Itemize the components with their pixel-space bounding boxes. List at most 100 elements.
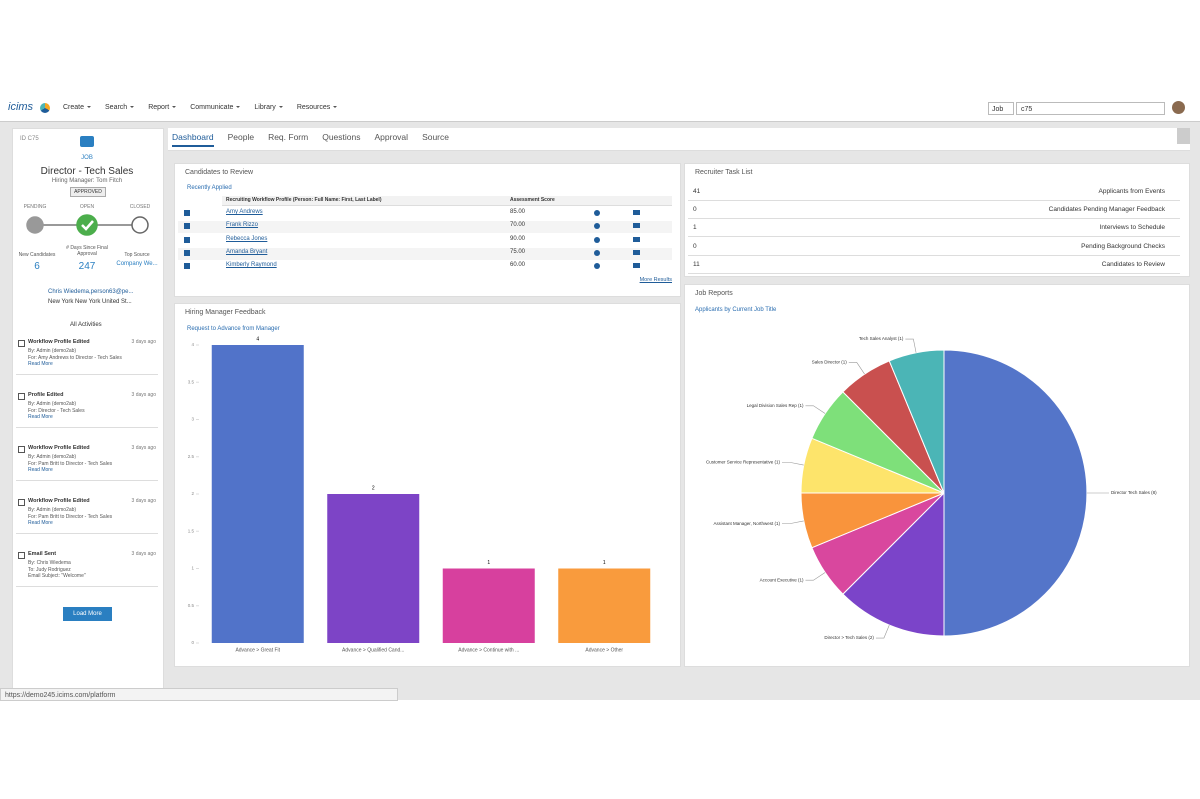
task-count: 0 xyxy=(693,206,697,214)
panel-title: Candidates to Review xyxy=(185,169,254,176)
score: 60.00 xyxy=(510,262,526,269)
activity-title: Email Sent xyxy=(28,551,57,557)
job-kind: JOB xyxy=(81,155,93,161)
menu: Create Search Report Communicate Library Reso… xyxy=(63,104,337,111)
candidate-name[interactable]: Amy Andrews xyxy=(226,209,263,215)
menu-item[interactable]: Library xyxy=(254,104,282,111)
task-count: 41 xyxy=(693,188,701,195)
collapse-button[interactable] xyxy=(1177,128,1190,144)
more-results[interactable]: More Results xyxy=(639,277,672,283)
menu-item[interactable]: Create xyxy=(63,104,91,111)
row-bg xyxy=(178,261,672,274)
activity-line[interactable]: Read More xyxy=(28,467,53,473)
stat-value[interactable]: Company We... xyxy=(116,261,158,267)
activity-icon xyxy=(18,552,25,559)
chart-subtitle: Applicants by Current Job Title xyxy=(695,307,777,313)
help-icon[interactable] xyxy=(594,210,600,216)
avatar[interactable] xyxy=(1172,101,1185,114)
help-icon[interactable] xyxy=(594,223,600,230)
activity-line: For: Director - Tech Sales xyxy=(28,407,85,414)
job-id: ID C75 xyxy=(20,136,39,142)
task-label[interactable]: Candidates to Review xyxy=(1101,260,1165,268)
candidate-name[interactable]: Rebecca Jones xyxy=(226,235,268,242)
tab[interactable]: People xyxy=(227,132,255,142)
tab[interactable]: Questions xyxy=(322,132,361,142)
stat-label: # Days Since Final Approval xyxy=(66,245,108,257)
stat-value[interactable]: 6 xyxy=(34,261,40,272)
search-type[interactable]: Job xyxy=(988,102,1014,115)
mail-icon[interactable] xyxy=(633,223,640,229)
location: New York New York United St... xyxy=(48,299,132,305)
mail-icon[interactable] xyxy=(633,249,640,255)
activity-divider xyxy=(16,533,158,534)
task-label[interactable]: Pending Background Checks xyxy=(1081,242,1165,250)
activity-line[interactable]: Read More xyxy=(28,414,53,420)
score: 75.00 xyxy=(510,248,526,255)
search-input[interactable]: c75 xyxy=(1016,102,1165,115)
score: 90.00 xyxy=(510,235,526,242)
score: 70.00 xyxy=(510,222,526,229)
task-divider xyxy=(688,272,1180,274)
activity-divider xyxy=(16,427,158,428)
contact[interactable]: Chris Wiedema,person63@pe... xyxy=(48,289,134,295)
row-icon[interactable] xyxy=(184,210,190,216)
candidate-name[interactable]: Kimberly Raymond xyxy=(226,262,277,269)
candidate-name[interactable]: Frank Rizzo xyxy=(226,222,259,229)
menu-item[interactable]: Search xyxy=(105,104,134,111)
menu-item[interactable]: Communicate xyxy=(190,104,240,111)
menu-item[interactable]: Report xyxy=(148,104,176,111)
stat-value[interactable]: 247 xyxy=(78,261,96,272)
tabs: Dashboard People Req. Form Questions Approva… xyxy=(172,132,449,147)
task-divider xyxy=(688,200,1180,201)
task-label[interactable]: Interviews to Schedule xyxy=(1099,224,1165,232)
row-bg xyxy=(178,247,672,260)
tab[interactable]: Source xyxy=(422,132,449,142)
activity-title: Workflow Profile Edited xyxy=(28,498,90,504)
activity-line[interactable]: Read More xyxy=(28,361,53,367)
help-icon[interactable] xyxy=(594,263,600,270)
job-icon xyxy=(80,136,94,147)
tab[interactable]: Dashboard xyxy=(172,132,214,147)
row-icon[interactable] xyxy=(184,263,190,270)
load-more[interactable]: Load More xyxy=(63,607,112,621)
app-icon[interactable] xyxy=(40,103,50,113)
job-subtitle: Hiring Manager: Tom Fitch xyxy=(51,178,123,184)
row-icon[interactable] xyxy=(184,249,190,256)
activity-line: By: Admin (demo2ab) xyxy=(28,401,77,407)
mail-icon[interactable] xyxy=(633,236,640,242)
step-label: OPEN xyxy=(79,204,95,210)
activities-filter[interactable]: All Activities xyxy=(70,322,102,328)
activity-line: By: Admin (demo2ab) xyxy=(28,507,77,513)
row-icon[interactable] xyxy=(184,236,190,243)
logo[interactable]: icims xyxy=(8,101,34,113)
task-count: 0 xyxy=(693,242,697,250)
panel-title: Job Reports xyxy=(695,290,733,297)
tab[interactable]: Req. Form xyxy=(268,132,309,142)
activity-line: For: Pam Britt to Director - Tech Sales xyxy=(28,460,113,467)
task-label[interactable]: Applicants from Events xyxy=(1098,188,1165,195)
activity-time: 3 days ago xyxy=(131,498,156,504)
task-divider xyxy=(688,218,1180,220)
menu-item[interactable]: Resources xyxy=(297,104,337,111)
stat-label: New Candidates xyxy=(18,252,56,258)
row-bg xyxy=(178,208,672,220)
activity-line: To: Judy Rodriguez xyxy=(28,566,71,573)
step-label: CLOSED xyxy=(129,204,151,210)
help-icon[interactable] xyxy=(594,249,600,256)
activity-line[interactable]: Read More xyxy=(28,520,53,526)
activity-title: Workflow Profile Edited xyxy=(28,339,90,345)
mail-icon[interactable] xyxy=(633,263,640,269)
row-icon[interactable] xyxy=(184,223,190,230)
panel-subtitle[interactable]: Recently Applied xyxy=(187,185,232,191)
activity-line: By: Chris Wiedema xyxy=(28,560,71,566)
task-label[interactable]: Candidates Pending Manager Feedback xyxy=(1048,206,1165,214)
candidate-name[interactable]: Amanda Bryant xyxy=(226,248,268,255)
activity-icon xyxy=(18,340,25,347)
activity-line: By: Admin (demo2ab) xyxy=(28,454,77,460)
tab[interactable]: Approval xyxy=(374,132,409,142)
panel-title: Recruiter Task List xyxy=(695,169,753,176)
score: 85.00 xyxy=(510,209,526,215)
help-icon[interactable] xyxy=(594,236,600,243)
activity-icon xyxy=(18,446,25,453)
mail-icon[interactable] xyxy=(633,210,640,215)
